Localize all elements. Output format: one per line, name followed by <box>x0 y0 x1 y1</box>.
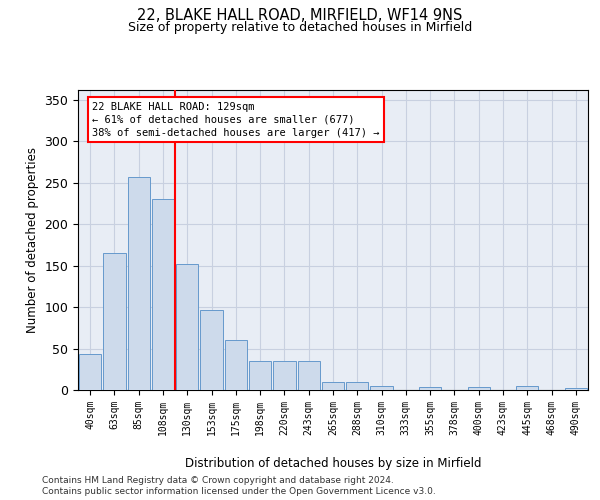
Bar <box>346 382 368 390</box>
Bar <box>200 310 223 390</box>
Text: Distribution of detached houses by size in Mirfield: Distribution of detached houses by size … <box>185 458 481 470</box>
Text: 22 BLAKE HALL ROAD: 129sqm
← 61% of detached houses are smaller (677)
38% of sem: 22 BLAKE HALL ROAD: 129sqm ← 61% of deta… <box>92 102 380 138</box>
Bar <box>516 386 538 390</box>
Bar <box>103 254 125 390</box>
Text: Contains HM Land Registry data © Crown copyright and database right 2024.: Contains HM Land Registry data © Crown c… <box>42 476 394 485</box>
Bar <box>273 361 296 390</box>
Text: Contains public sector information licensed under the Open Government Licence v3: Contains public sector information licen… <box>42 488 436 496</box>
Text: Size of property relative to detached houses in Mirfield: Size of property relative to detached ho… <box>128 21 472 34</box>
Bar <box>322 382 344 390</box>
Bar <box>249 361 271 390</box>
Bar <box>419 386 442 390</box>
Bar <box>128 177 150 390</box>
Y-axis label: Number of detached properties: Number of detached properties <box>26 147 39 333</box>
Bar <box>176 264 199 390</box>
Bar <box>565 388 587 390</box>
Bar <box>370 386 393 390</box>
Bar <box>467 386 490 390</box>
Text: 22, BLAKE HALL ROAD, MIRFIELD, WF14 9NS: 22, BLAKE HALL ROAD, MIRFIELD, WF14 9NS <box>137 8 463 22</box>
Bar <box>152 198 174 390</box>
Bar <box>79 354 101 390</box>
Bar <box>298 361 320 390</box>
Bar <box>224 340 247 390</box>
